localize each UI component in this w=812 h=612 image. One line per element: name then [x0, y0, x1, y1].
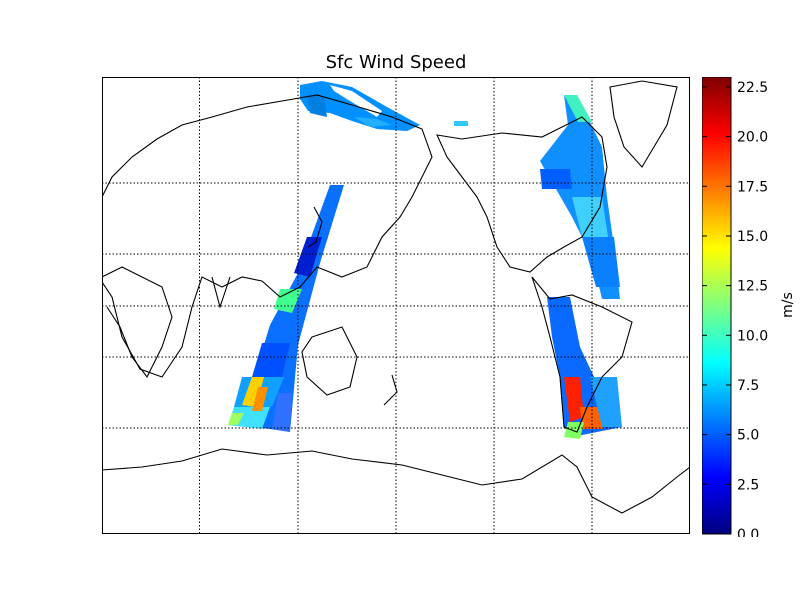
plot-title: Sfc Wind Speed [325, 52, 467, 73]
colorbar-tick-label: 15.0 [737, 229, 768, 245]
colorbar-tick-label: 22.5 [737, 80, 768, 96]
colorbar-tick-label: 17.5 [737, 179, 768, 195]
graticule [102, 77, 690, 534]
colorbar-gradient [702, 77, 732, 535]
map-frame [102, 77, 690, 534]
coastlines [102, 80, 690, 514]
colorbar-tick-label: 20.0 [737, 130, 768, 146]
colorbar-tick-label: 10.0 [737, 328, 768, 344]
colorbar-tick-label: 12.5 [737, 279, 768, 295]
colorbar-ticks: 0.0 2.5 5.0 7.5 10.0 12.5 15.0 17.5 20.0 22.5 [702, 80, 768, 537]
colorbar-tick-label: 0.0 [737, 527, 759, 537]
world-map [102, 77, 690, 534]
wind-swaths [228, 81, 622, 439]
colorbar-unit-label: m/s [780, 292, 796, 318]
colorbar-tick-label: 7.5 [737, 378, 759, 394]
colorbar: 0.0 2.5 5.0 7.5 10.0 12.5 15.0 17.5 20.0 22.5 m/s [702, 77, 796, 537]
colorbar-tick-label: 5.0 [737, 428, 759, 444]
colorbar-tick-label: 2.5 [737, 477, 759, 493]
